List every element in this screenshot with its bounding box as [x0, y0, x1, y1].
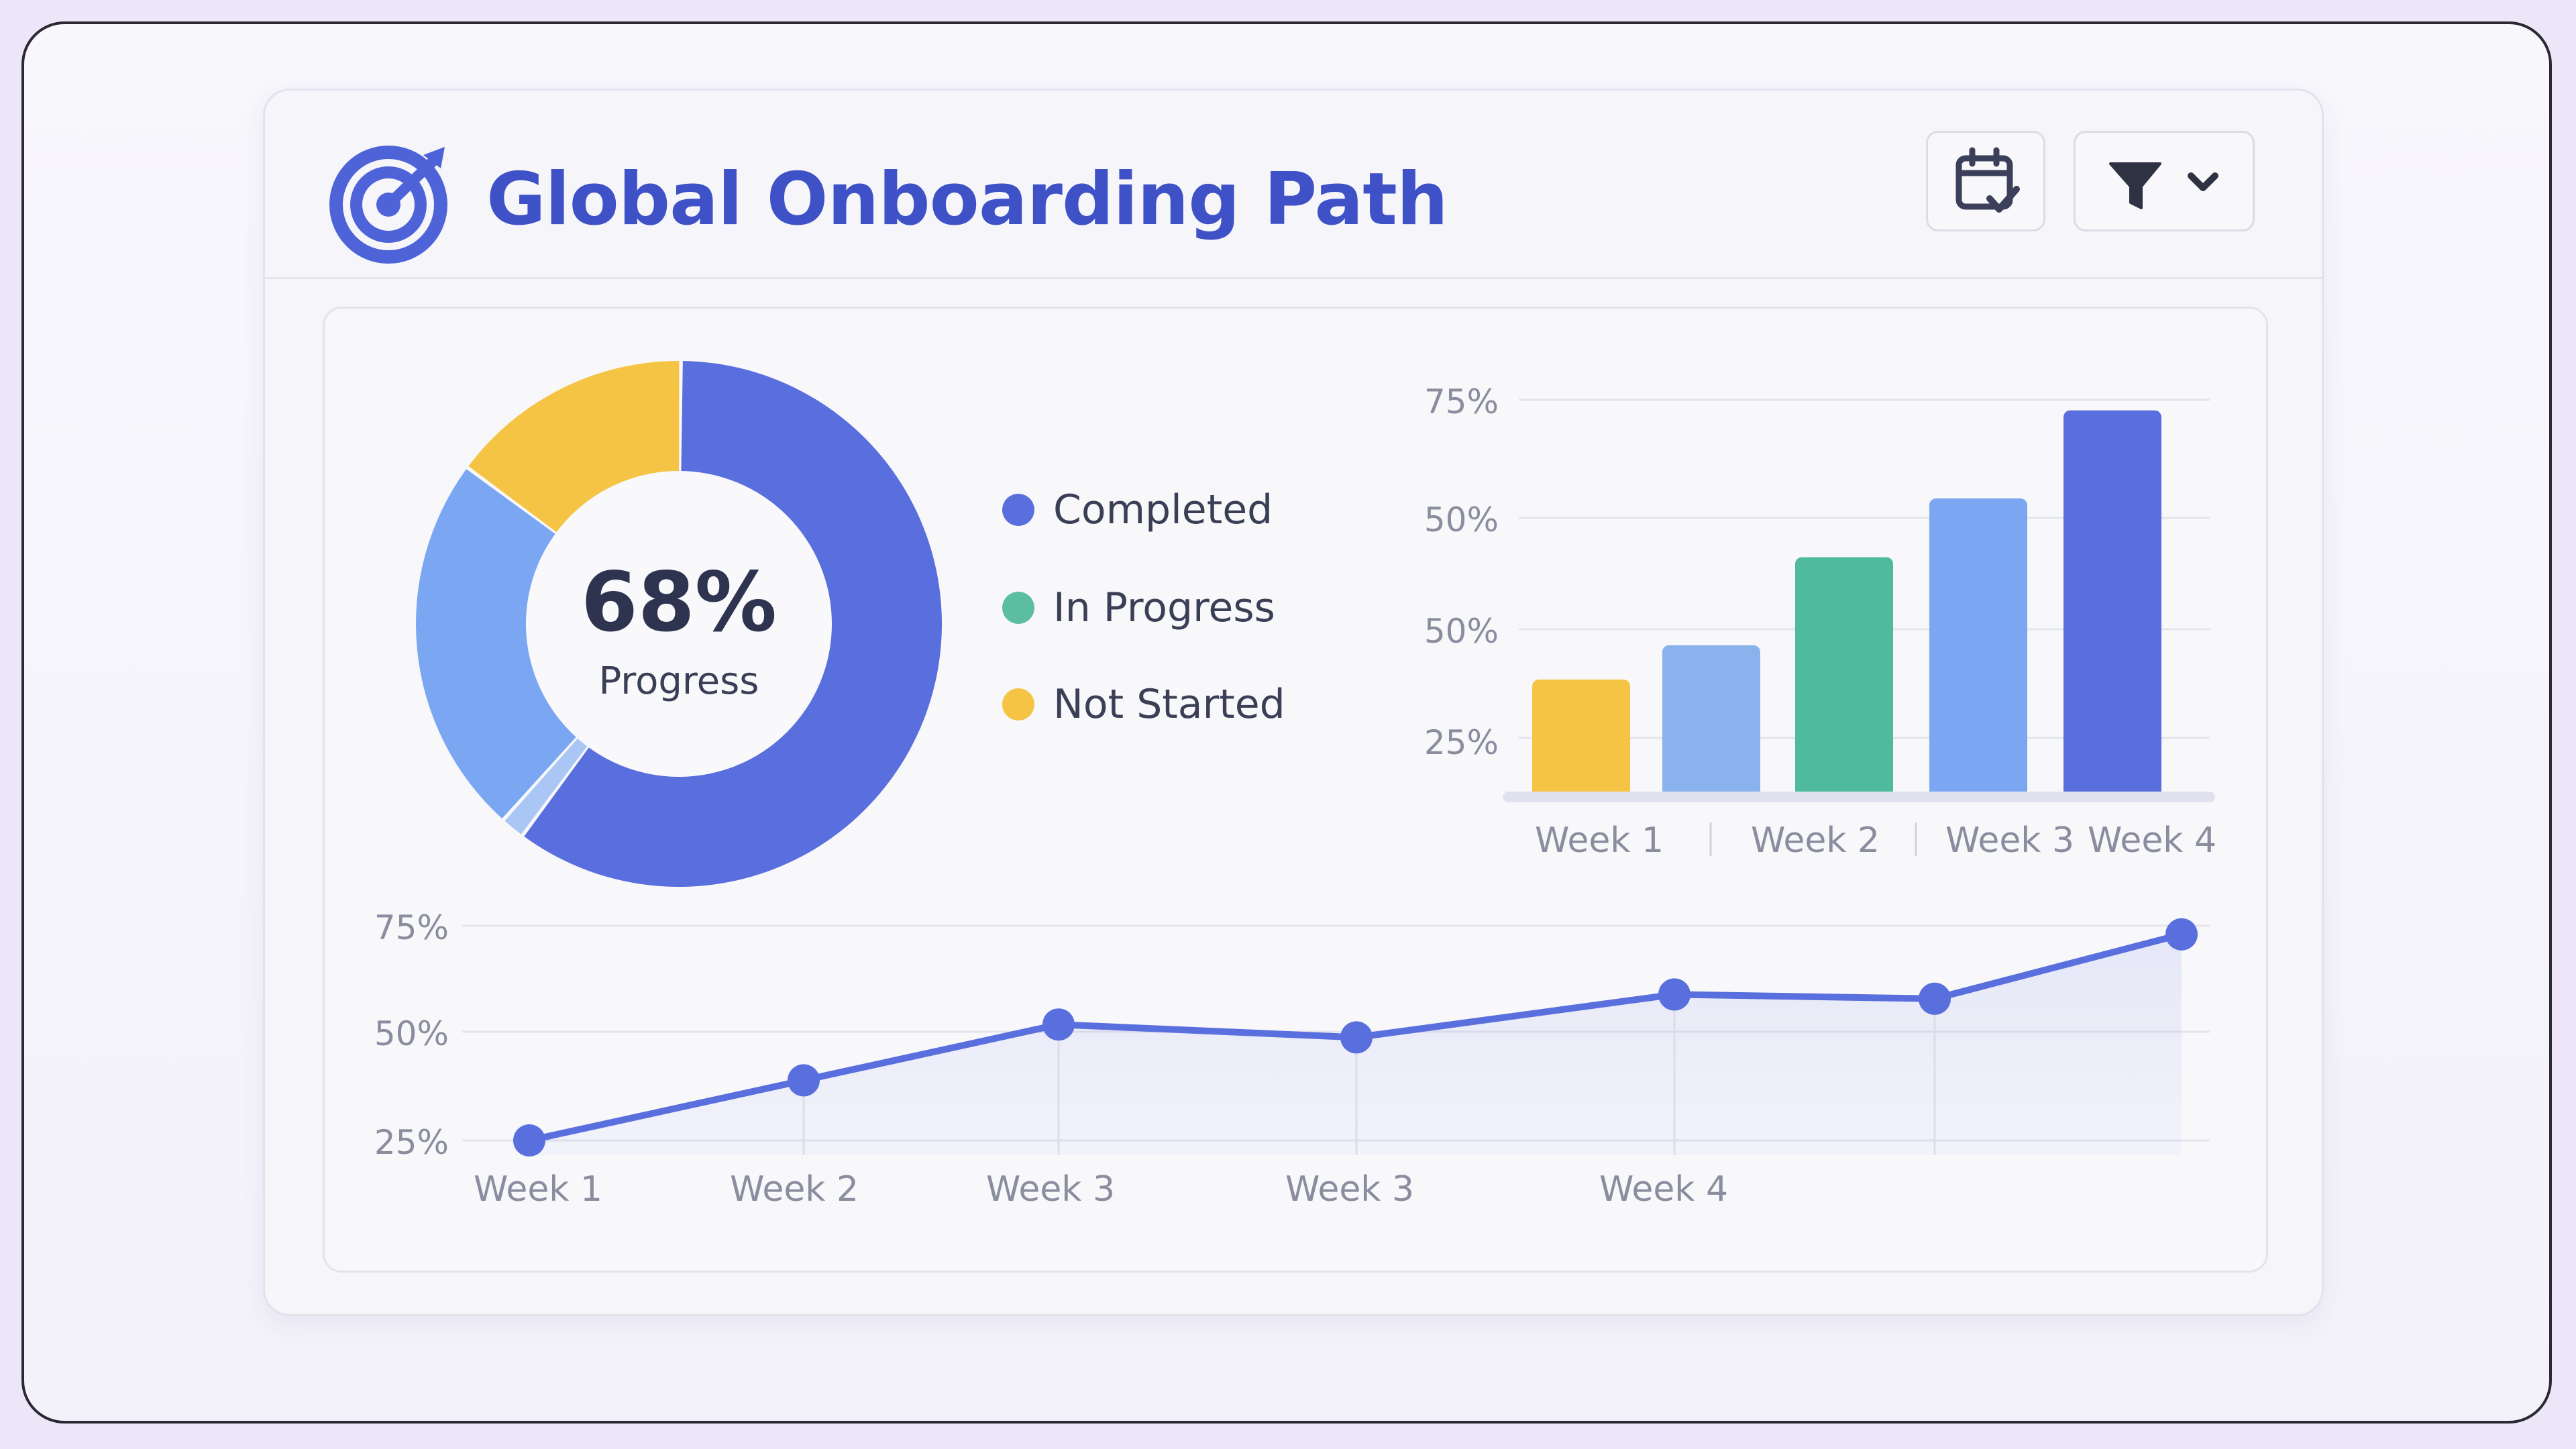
line-point-3 [1042, 1008, 1075, 1041]
donut-center-value: 68% [581, 555, 777, 650]
line-point-6 [1919, 982, 1951, 1015]
charts-panel: 68% Progress Completed In Progress Not S… [323, 307, 2268, 1273]
legend-dot-completed [1002, 494, 1034, 526]
charts-canvas: 68% Progress Completed In Progress Not S… [374, 361, 2216, 1210]
target-check-icon [329, 146, 447, 264]
line-point-1 [513, 1124, 545, 1157]
line-y-tick: 25% [374, 1123, 449, 1162]
bar-y-tick: 25% [1424, 723, 1499, 762]
app-frame: Global Onboarding Path [21, 21, 2552, 1424]
bar-1 [1532, 679, 1630, 797]
filter-icon [2109, 162, 2161, 209]
line-y-tick: 75% [374, 908, 449, 947]
filter-button-glyphs [2109, 162, 2218, 209]
line-x-label: Week 3 [986, 1169, 1115, 1210]
bar-x-label: Week 4 [2088, 820, 2216, 861]
line-y-tick: 50% [374, 1014, 449, 1053]
calendar-check-icon [1955, 147, 2020, 213]
line-x-label: Week 3 [1285, 1169, 1414, 1210]
card-header: Global Onboarding Path [265, 91, 2322, 279]
calendar-button[interactable] [1926, 131, 2045, 231]
weekly-bar-chart: 75% 50% 50% 25% Week 1 Week 2 Week 3 Wee… [1424, 382, 2216, 861]
line-point-2 [788, 1064, 820, 1097]
page-title: Global Onboarding Path [486, 158, 1448, 241]
bar-baseline [1503, 792, 2215, 802]
chevron-down-icon [2188, 172, 2218, 191]
bar-3 [1795, 557, 1893, 797]
line-point-5 [1658, 978, 1690, 1011]
weekly-line-chart: 75% 50% 25% Week 1 Week 2 Week 3 Week 3 … [374, 908, 2210, 1210]
donut-legend: Completed In Progress Not Started [1002, 486, 1285, 728]
line-x-label: Week 1 [474, 1169, 602, 1210]
legend-label-not-started: Not Started [1053, 681, 1285, 728]
bar-y-tick: 75% [1424, 382, 1499, 421]
line-point-7 [2165, 918, 2198, 951]
bar-5 [2063, 410, 2161, 797]
legend-dot-not-started [1002, 688, 1034, 720]
bar-x-label: Week 1 [1535, 820, 1664, 861]
line-point-4 [1340, 1021, 1373, 1054]
line-x-label: Week 2 [730, 1169, 859, 1210]
dashboard-card: Global Onboarding Path [263, 89, 2324, 1316]
legend-label-in-progress: In Progress [1053, 584, 1275, 631]
legend-dot-in-progress [1002, 592, 1034, 624]
bar-2 [1662, 645, 1760, 797]
bar-y-tick: 50% [1424, 500, 1499, 539]
bar-4 [1929, 498, 2027, 797]
filter-dropdown-button[interactable] [2074, 131, 2255, 231]
legend-label-completed: Completed [1053, 486, 1273, 533]
donut-hole [526, 471, 832, 777]
bar-x-label: Week 3 [1945, 820, 2074, 861]
line-x-label: Week 4 [1599, 1169, 1728, 1210]
bar-y-tick: 50% [1424, 612, 1499, 651]
donut-center-label: Progress [599, 659, 759, 703]
bar-x-label: Week 2 [1751, 820, 1880, 861]
